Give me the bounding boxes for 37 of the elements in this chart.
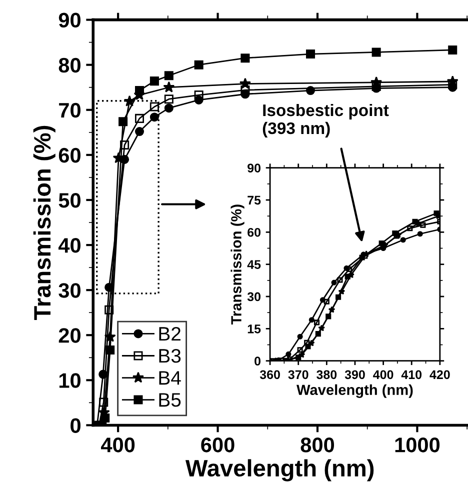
y-tick-label: 70 bbox=[59, 102, 80, 118]
y-tick-label: 0 bbox=[254, 356, 260, 366]
x-tick-label: 360 bbox=[260, 370, 280, 380]
x-axis-title: Wavelength (nm) bbox=[296, 384, 413, 398]
x-tick-label: 400 bbox=[101, 438, 135, 452]
x-tick-label: 800 bbox=[300, 438, 334, 452]
y-tick-label: 90 bbox=[248, 164, 260, 172]
y-tick-label: 60 bbox=[248, 228, 260, 237]
y-tick-label: 10 bbox=[59, 373, 80, 388]
y-tick-label: 50 bbox=[58, 192, 80, 208]
annotation: Isosbestic point (393 nm) bbox=[262, 104, 389, 138]
y-tick-label: 30 bbox=[58, 283, 80, 298]
y-tick-label: 30 bbox=[247, 292, 260, 302]
x-tick-label: 380 bbox=[316, 370, 337, 380]
y-tick-label: 75 bbox=[248, 196, 261, 205]
legend-label: B5 bbox=[159, 393, 181, 407]
y-axis-title: Transmission (%) bbox=[33, 126, 56, 320]
legend-label: B4 bbox=[159, 371, 181, 385]
x-tick-label: 1000 bbox=[395, 438, 440, 452]
x-tick-label: 410 bbox=[401, 370, 422, 380]
y-tick-label: 45 bbox=[247, 260, 261, 269]
x-axis-title: Wavelength (nm) bbox=[185, 459, 374, 482]
y-tick-label: 20 bbox=[58, 328, 80, 343]
x-tick-label: 420 bbox=[430, 370, 450, 380]
y-tick-label: 15 bbox=[248, 324, 261, 334]
y-tick-label: 80 bbox=[58, 58, 80, 73]
y-tick-label: 60 bbox=[58, 148, 80, 163]
y-axis-title: Transmission (%) bbox=[230, 204, 244, 325]
y-tick-label: 0 bbox=[70, 418, 80, 433]
y-tick-label: 90 bbox=[58, 12, 80, 28]
legend-label: B2 bbox=[159, 326, 180, 341]
x-tick-label: 400 bbox=[373, 370, 394, 380]
x-tick-label: 390 bbox=[344, 370, 365, 380]
y-tick-label: 40 bbox=[58, 238, 80, 253]
legend-label: B3 bbox=[159, 348, 181, 363]
x-tick-label: 370 bbox=[288, 370, 308, 380]
x-tick-label: 600 bbox=[201, 438, 234, 452]
